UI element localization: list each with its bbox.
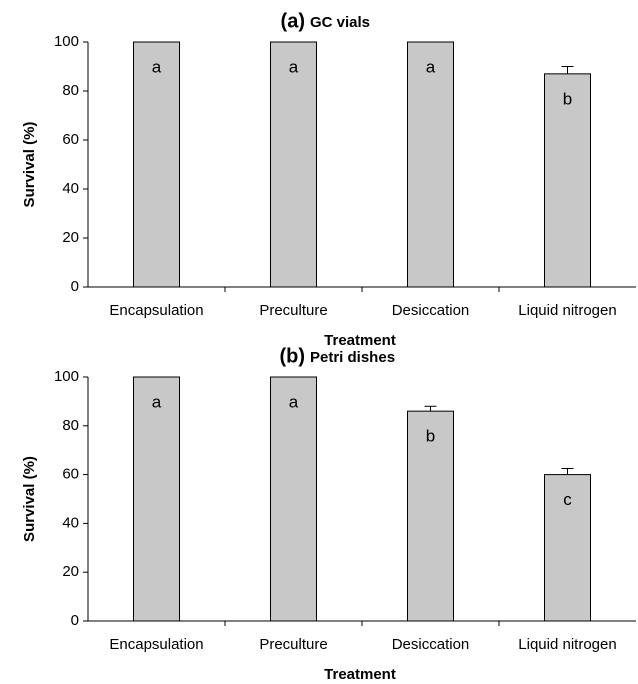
y-tick-label: 40 xyxy=(62,514,79,531)
chart-title: GC vials xyxy=(310,14,370,31)
y-axis-label: Survival (%) xyxy=(21,456,38,542)
y-tick-label: 40 xyxy=(62,180,79,197)
significance-letter: b xyxy=(563,89,572,108)
bar xyxy=(407,410,454,622)
x-tick-label: Preculture xyxy=(259,636,327,653)
y-tick-label: 20 xyxy=(62,229,79,246)
significance-letter: a xyxy=(289,57,299,76)
bar xyxy=(133,41,180,288)
x-tick-label: Desiccation xyxy=(392,636,470,653)
y-tick-label: 0 xyxy=(71,278,79,295)
significance-letter: c xyxy=(563,490,572,509)
significance-letter: a xyxy=(152,392,162,411)
panel-label: (a) xyxy=(281,10,305,32)
x-tick-label: Liquid nitrogen xyxy=(518,636,616,653)
significance-letter: a xyxy=(289,392,299,411)
y-tick-label: 60 xyxy=(62,466,79,483)
y-tick-label: 100 xyxy=(54,33,79,50)
y-tick-label: 20 xyxy=(62,563,79,580)
bar xyxy=(270,41,317,288)
y-tick-label: 80 xyxy=(62,417,79,434)
y-tick-label: 60 xyxy=(62,131,79,148)
bar xyxy=(407,41,454,288)
y-tick-label: 100 xyxy=(54,368,79,385)
significance-letter: a xyxy=(152,57,162,76)
bar xyxy=(544,73,591,288)
x-tick-label: Encapsulation xyxy=(109,302,203,319)
x-axis-label: Treatment xyxy=(324,332,396,349)
x-tick-label: Desiccation xyxy=(392,302,470,319)
x-tick-label: Encapsulation xyxy=(109,636,203,653)
y-axis-label: Survival (%) xyxy=(21,122,38,208)
significance-letter: a xyxy=(426,57,436,76)
x-tick-label: Preculture xyxy=(259,302,327,319)
x-tick-label: Liquid nitrogen xyxy=(518,302,616,319)
y-tick-label: 0 xyxy=(71,612,79,629)
panel-label: (b) xyxy=(279,345,305,367)
bar xyxy=(544,474,591,622)
significance-letter: b xyxy=(426,427,435,446)
bar xyxy=(133,376,180,622)
x-axis-label: Treatment xyxy=(324,666,396,683)
y-tick-label: 80 xyxy=(62,82,79,99)
bar xyxy=(270,376,317,622)
chart-title: Petri dishes xyxy=(310,349,395,366)
